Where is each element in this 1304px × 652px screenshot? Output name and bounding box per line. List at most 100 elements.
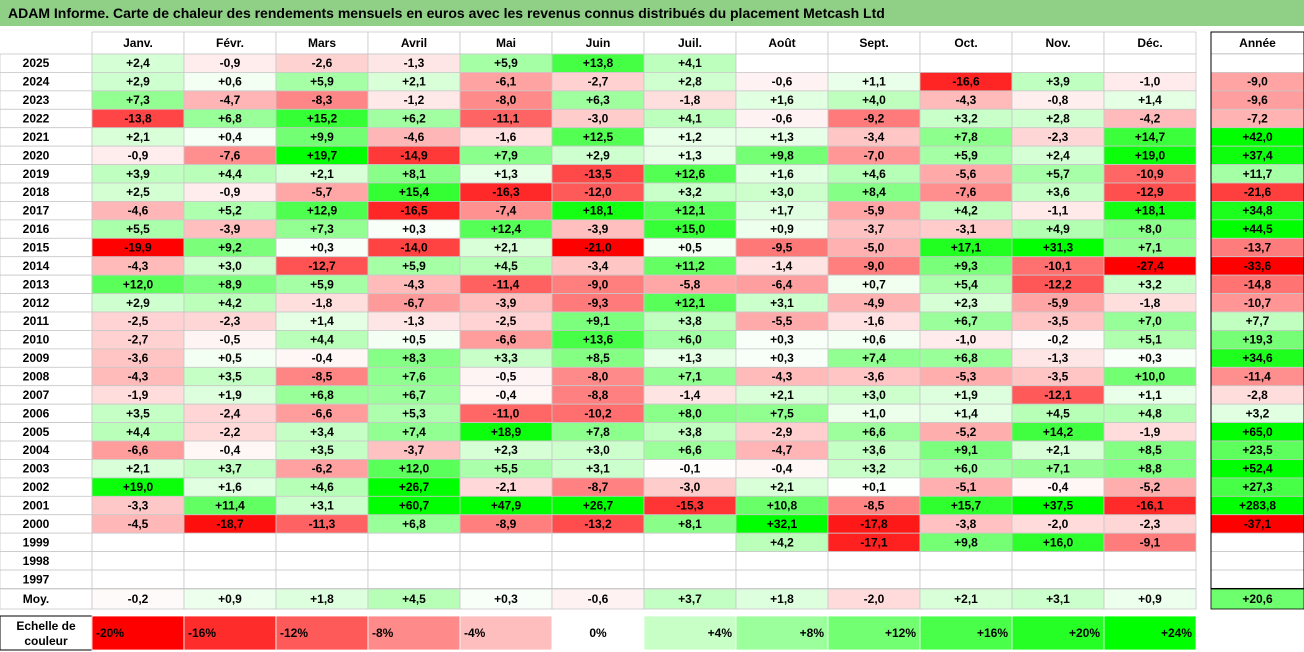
- cell-value: +2,1: [310, 167, 334, 181]
- scale-swatch: [827, 615, 921, 651]
- cell-value: -9,2: [864, 112, 885, 126]
- cell-value: -2,0: [1048, 517, 1069, 531]
- cell-value: +47,9: [491, 499, 522, 513]
- cell-value: -18,7: [216, 517, 244, 531]
- cell-value: -3,5: [1048, 314, 1069, 328]
- cell-value: +12,6: [675, 167, 706, 181]
- cell-value: -2,2: [220, 425, 241, 439]
- cell-value: -7,0: [864, 148, 885, 162]
- cell-value: +17,1: [951, 241, 982, 255]
- cell-value: -6,6: [128, 443, 149, 457]
- cell-value: +5,3: [402, 406, 426, 420]
- cell-value: +3,2: [954, 112, 978, 126]
- cell-value: -0,9: [220, 185, 241, 199]
- cell-value: +8,3: [402, 351, 426, 365]
- cell-value: -11,1: [493, 112, 520, 126]
- cell-value: -5,2: [1140, 480, 1161, 494]
- cell-value: +4,5: [1046, 406, 1070, 420]
- average-value: +1,8: [310, 592, 334, 606]
- heatmap-cell: [735, 551, 829, 571]
- cell-value: +9,9: [310, 130, 334, 144]
- cell-value: +2,8: [678, 75, 702, 89]
- cell-value: +3,2: [862, 462, 886, 476]
- cell-value: +4,1: [678, 112, 702, 126]
- year-label: 1997: [23, 572, 50, 586]
- cell-value: +5,1: [1138, 333, 1162, 347]
- cell-value: -4,3: [956, 93, 977, 107]
- annual-value: +34,6: [1242, 351, 1273, 365]
- cell-value: +6,3: [586, 93, 610, 107]
- cell-value: +12,1: [675, 204, 706, 218]
- heatmap-cell: [91, 532, 185, 553]
- average-cell: [1103, 588, 1197, 610]
- heatmap-cell: [643, 569, 737, 589]
- cell-value: +0,5: [402, 333, 426, 347]
- year-label: 2011: [23, 314, 49, 328]
- cell-value: -1,8: [312, 296, 333, 310]
- cell-value: +2,9: [586, 148, 610, 162]
- scale-step-label: -16%: [188, 626, 216, 640]
- cell-value: +6,0: [954, 462, 978, 476]
- cell-value: -3,1: [956, 222, 977, 236]
- cell-value: +4,4: [310, 333, 334, 347]
- year-label: 2009: [23, 351, 50, 365]
- cell-value: -7,4: [496, 204, 517, 218]
- cell-value: -2,7: [128, 333, 149, 347]
- cell-value: +0,9: [770, 222, 794, 236]
- cell-value: -5,0: [864, 241, 885, 255]
- column-header: Oct.: [954, 36, 977, 50]
- cell-value: +6,8: [402, 517, 426, 531]
- cell-value: +3,0: [218, 259, 242, 273]
- heatmap-cell: [183, 551, 277, 571]
- heatmap-cell: [551, 569, 645, 589]
- cell-value: +4,1: [678, 56, 702, 70]
- cell-value: +5,4: [954, 277, 978, 291]
- cell-value: -3,6: [864, 370, 885, 384]
- average-value: +0,3: [494, 592, 518, 606]
- cell-value: -3,5: [1048, 370, 1069, 384]
- average-value: +0,9: [218, 592, 242, 606]
- cell-value: +2,1: [126, 462, 150, 476]
- cell-value: -17,1: [860, 535, 888, 549]
- cell-value: -9,1: [1140, 535, 1161, 549]
- cell-value: +15,4: [399, 185, 430, 199]
- cell-value: -10,9: [1136, 167, 1164, 181]
- cell-value: +9,1: [586, 314, 610, 328]
- scale-step-label: -4%: [464, 626, 486, 640]
- annual-average-value: +20,6: [1242, 592, 1273, 606]
- cell-value: -5,5: [772, 314, 793, 328]
- year-label: 2019: [23, 167, 50, 181]
- cell-value: +3,0: [770, 185, 794, 199]
- cell-value: -2,1: [496, 480, 517, 494]
- scale-step-label: -8%: [372, 626, 394, 640]
- cell-value: +8,9: [218, 277, 242, 291]
- cell-value: -1,3: [1048, 351, 1069, 365]
- cell-value: +19,7: [307, 148, 338, 162]
- cell-value: +2,1: [1046, 443, 1070, 457]
- cell-value: -1,0: [1140, 75, 1161, 89]
- cell-value: +3,2: [678, 185, 702, 199]
- cell-value: -5,6: [956, 167, 977, 181]
- cell-value: -4,3: [128, 259, 149, 273]
- heatmap-cell: [643, 532, 737, 553]
- cell-value: -14,9: [400, 148, 428, 162]
- heatmap-cell: [735, 569, 829, 589]
- cell-value: -6,6: [496, 333, 517, 347]
- year-label: 2023: [23, 93, 50, 107]
- cell-value: +1,4: [310, 314, 334, 328]
- cell-value: +4,2: [770, 535, 794, 549]
- average-value: -0,2: [128, 592, 149, 606]
- cell-value: +3,1: [310, 499, 334, 513]
- cell-value: -2,5: [496, 314, 517, 328]
- cell-value: -4,9: [864, 296, 885, 310]
- cell-value: -10,1: [1044, 259, 1072, 273]
- heatmap-cell: [367, 569, 461, 589]
- cell-value: -1,2: [404, 93, 425, 107]
- annual-value: -9,0: [1247, 75, 1268, 89]
- column-header: Mars: [308, 36, 336, 50]
- scale-swatch: [1103, 615, 1197, 651]
- cell-value: -3,4: [864, 130, 885, 144]
- annual-value: +11,7: [1243, 167, 1273, 181]
- cell-value: -16,5: [400, 204, 428, 218]
